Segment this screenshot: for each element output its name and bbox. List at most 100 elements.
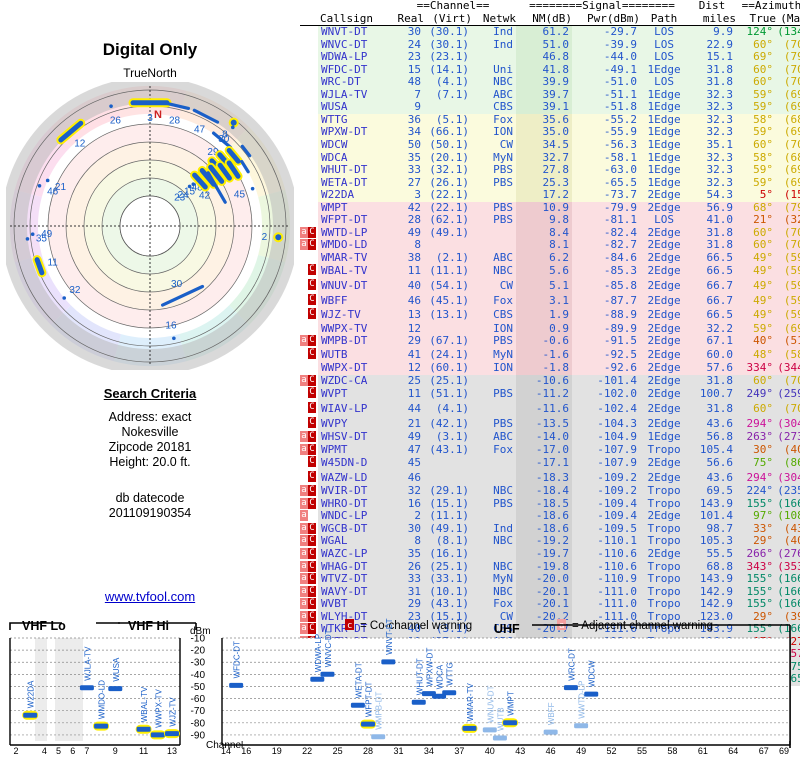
cochannel-warning-badge: C xyxy=(308,547,316,559)
warning-cell xyxy=(300,164,318,177)
table-row[interactable]: WFPT-DT28(62.1)PBS9.8-81.1LOS41.021°(32°… xyxy=(300,214,800,227)
table-row[interactable]: WPXW-DT 34 (66.1) ION 35.0 -55.9 1Edge 32.3 59°(… xyxy=(300,126,800,140)
table-row[interactable]: a C WHSV-DT 49 (3.1) ABC -14.0 -104.9 1Edge 56.8 2… xyxy=(300,430,800,444)
cell-power-dbm: -110.1 xyxy=(572,535,641,548)
table-row[interactable]: a C WAZC-LP 35 (16.1) -19.7 -110.6 2Edge 55.5 266… xyxy=(300,547,800,561)
cell-virtual-channel: (8.1) xyxy=(424,535,472,548)
table-row[interactable]: a C WZDC-CA 25 (25.1) -10.6 -101.4 2Edge 31.8 60°… xyxy=(300,374,800,388)
cell-noise-margin: -20.1 xyxy=(516,598,573,611)
table-row[interactable]: a C WVBT 29 (43.1) Fox -20.1 -111.0 Tropo 142.9 15… xyxy=(300,598,800,611)
cell-azimuth-true: 49° xyxy=(736,293,777,309)
spectrum-bar-label: W22DA xyxy=(27,680,36,708)
cell-noise-margin: 46.8 xyxy=(516,51,573,64)
tvfool-link[interactable]: www.tvfool.com xyxy=(104,589,196,604)
cell-azimuth-true: 21° xyxy=(736,214,777,227)
table-row[interactable]: CWUTB41(24.1)MyN-1.6-92.52Edge60.048°(58… xyxy=(300,347,800,363)
cell-real-channel: 26 xyxy=(390,560,424,574)
cell-distance-miles: 57.6 xyxy=(688,362,737,375)
table-row[interactable]: a WNDC-LP 2 (11.1) -18.6 -109.4 2Edge 101.4 97°(… xyxy=(300,510,800,523)
station-channel-label: 12 xyxy=(74,138,86,149)
table-row[interactable]: WETA-DT 27 (26.1) PBS 25.3 -65.5 1Edge 32.3 59°(… xyxy=(300,176,800,190)
table-row[interactable]: WDCA35(20.1)MyN32.7-58.11Edge32.358°(68°… xyxy=(300,151,800,165)
table-row[interactable]: a C WTVZ-DT 33 (33.1) MyN -20.0 -110.9 Tropo 143.… xyxy=(300,573,800,586)
warning-cell: C xyxy=(300,264,318,279)
cell-azimuth-true: 40° xyxy=(736,335,777,348)
table-row[interactable]: WMAR-TV38(2.1)ABC6.2-84.62Edge66.549°(59… xyxy=(300,251,800,265)
table-row[interactable]: WFDC-DT 15 (14.1) Uni 41.8 -49.1 1Edge 31.8 60°(… xyxy=(300,63,800,77)
x-tick-label: 58 xyxy=(667,746,677,756)
cell-azimuth-true: 48° xyxy=(736,347,777,363)
cell-power-dbm: -109.2 xyxy=(572,485,641,498)
cell-azimuth-true: 294° xyxy=(736,470,777,486)
cell-azimuth-magnetic: (70°) xyxy=(776,239,800,252)
table-row[interactable]: C WVPT 11 (51.1) PBS -11.2 -102.0 2Edge 100.7 249… xyxy=(300,387,800,402)
spectrum-bar-label: WUTB xyxy=(496,707,505,731)
cell-azimuth-magnetic: (79°) xyxy=(776,51,800,64)
cell-noise-margin: -14.0 xyxy=(516,430,573,444)
cochannel-warning-badge: C xyxy=(308,416,316,428)
cell-power-dbm: -55.9 xyxy=(572,126,641,140)
x-tick-label: 43 xyxy=(515,746,525,756)
x-tick-label: 34 xyxy=(424,746,434,756)
cell-azimuth-true: 155° xyxy=(736,497,777,511)
cell-callsign: W22DA xyxy=(318,189,390,202)
table-row[interactable]: a C WHAG-DT 26 (25.1) NBC -19.8 -110.6 Tropo 68.8… xyxy=(300,560,800,574)
cell-azimuth-true: 29° xyxy=(736,535,777,548)
table-row[interactable]: a C WMPB-DT 29 (67.1) PBS -0.6 -91.5 2Edge 67.1 40… xyxy=(300,335,800,348)
table-row[interactable]: C WVPY 21 (42.1) PBS -13.5 -104.3 2Edge 43.6 294°… xyxy=(300,416,800,432)
table-row[interactable]: WMPT42(22.1)PBS10.9-79.92Edge56.968°(79°… xyxy=(300,201,800,215)
cell-noise-margin: -0.6 xyxy=(516,335,573,348)
cell-azimuth-true: 155° xyxy=(736,598,777,611)
table-row[interactable]: C WBAL-TV 11 (11.1) NBC 5.6 -85.3 2Edge 66.5 49°(… xyxy=(300,264,800,280)
cell-azimuth-magnetic: (59°) xyxy=(776,251,800,265)
cochannel-warning-badge: C xyxy=(308,623,316,635)
cell-real-channel: 31 xyxy=(390,585,424,599)
table-row[interactable]: a C WAVY-DT 31 (10.1) NBC -20.1 -111.0 Tropo 142.… xyxy=(300,585,800,599)
table-row[interactable]: a C WGAL 8 (8.1) NBC -19.2 -110.1 Tropo 105.3 29°(… xyxy=(300,535,800,548)
spectrum-bar: WMPB-DT xyxy=(371,691,386,740)
table-row[interactable]: C WJZ-TV 13 (13.1) CBS 1.9 -88.9 2Edge 66.5 49° (5… xyxy=(300,308,800,323)
station-channel-label: 29 xyxy=(207,147,219,158)
table-row[interactable]: C WNUV-DT 40 (54.1) CW 5.1 -85.8 2Edge 66.7 49° (5… xyxy=(300,279,800,294)
table-row[interactable]: WNVT-DT 30 (30.1) Ind 61.2 -29.7 LOS 9.9 124° (13… xyxy=(300,25,800,39)
table-row[interactable]: WJLA-TV7(7.1)ABC39.7-51.11Edge32.359°(69… xyxy=(300,88,800,102)
table-row[interactable]: a C WGCB-DT 30 (49.1) Ind -18.6 -109.5 Tropo 98.7… xyxy=(300,522,800,536)
cell-callsign: WVPT xyxy=(318,387,390,402)
cell-noise-margin: 35.6 xyxy=(516,113,573,127)
cell-path: 2Edge xyxy=(640,335,689,348)
table-row[interactable]: WNVC-DT24(30.1)Ind51.0-39.9LOS22.960°(70… xyxy=(300,38,800,52)
table-row[interactable]: a C WVIR-DT 32 (29.1) NBC -18.4 -109.2 Tropo 69.5… xyxy=(300,485,800,498)
table-row[interactable]: a C WPMT 47 (43.1) Fox -17.0 -107.9 Tropo 105.4 30… xyxy=(300,443,800,457)
table-row[interactable]: WWPX-DT 12 (60.1) ION -1.8 -92.6 2Edge 57.6 334°… xyxy=(300,362,800,375)
cell-real-channel: 35 xyxy=(390,547,424,561)
spectrum-bar: WETA-DT xyxy=(350,662,365,708)
adjacent-warning-badge: a xyxy=(300,598,308,610)
table-row[interactable]: CWBFF46(45.1)Fox3.1-87.72Edge66.749°(59°… xyxy=(300,293,800,309)
cell-power-dbm: -39.9 xyxy=(572,38,641,52)
cell-distance-miles: 32.3 xyxy=(688,176,737,190)
table-row[interactable]: a C WTKR-DT 40 (3.1) CBS -20.7 -111.6 Tropo 143.9… xyxy=(300,623,800,636)
table-row[interactable]: C WIAV-LP 44 (4.1) -11.6 -102.4 2Edge 31.8 60° (7… xyxy=(300,401,800,417)
cell-azimuth-magnetic: (32°) xyxy=(776,214,800,227)
table-row[interactable]: a C WHRO-DT 16 (15.1) PBS -18.5 -109.4 Tropo 143.… xyxy=(300,497,800,511)
x-tick-label: 16 xyxy=(241,746,251,756)
cell-real-channel: 38 xyxy=(390,251,424,265)
spectrum-bar-label: WWPX-TV xyxy=(154,688,163,727)
station-marker: 42 xyxy=(199,171,227,204)
cell-path: Tropo xyxy=(640,598,689,611)
spectrum-bar-label: WFPT-DT xyxy=(365,681,374,717)
table-row[interactable]: WHUT-DT 33 (32.1) PBS 27.8 -63.0 1Edge 32.3 59°(… xyxy=(300,164,800,177)
spectrum-bar-label: WDCW xyxy=(588,660,597,687)
